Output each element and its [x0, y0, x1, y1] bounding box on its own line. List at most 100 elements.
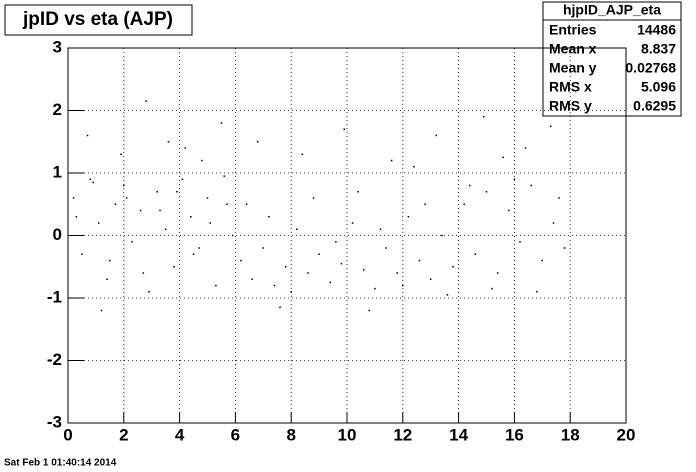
point [100, 309, 103, 312]
y-tick-label: 3 [53, 37, 62, 56]
stats-value: 5.096 [641, 79, 676, 95]
point [335, 241, 337, 243]
x-tick-label: 2 [119, 425, 128, 444]
point [268, 216, 270, 218]
stats-value: 0.02768 [625, 60, 676, 76]
y-tick-label: 1 [53, 162, 62, 181]
point [301, 153, 304, 155]
point [139, 209, 142, 212]
point [81, 253, 83, 255]
plot-frame [67, 47, 627, 424]
point [312, 197, 315, 199]
point [549, 125, 552, 127]
point [125, 197, 128, 199]
point [357, 191, 359, 193]
point [374, 287, 376, 290]
point [142, 272, 145, 274]
point [307, 272, 309, 274]
point [329, 281, 332, 284]
point [231, 234, 234, 237]
point [508, 209, 510, 212]
stats-label: Entries [549, 22, 597, 38]
point [535, 291, 538, 293]
stats-box [542, 1, 682, 117]
point [296, 228, 298, 230]
point [148, 291, 150, 293]
point [181, 178, 184, 180]
point [502, 156, 504, 159]
point [106, 278, 108, 280]
point [245, 203, 248, 205]
point [463, 203, 465, 205]
point [131, 241, 133, 243]
point [482, 116, 485, 118]
point [469, 184, 471, 187]
point [340, 262, 343, 265]
point [368, 309, 371, 312]
point [209, 222, 212, 224]
stats-value: 14486 [637, 22, 676, 38]
y-tick-label: 2 [53, 100, 62, 119]
x-tick-label: 6 [231, 425, 240, 444]
x-tick-label: 10 [338, 425, 357, 444]
point [226, 203, 228, 205]
point [362, 269, 365, 271]
point [123, 184, 125, 187]
point [184, 147, 186, 149]
point [385, 247, 387, 249]
x-tick-label: 8 [286, 425, 295, 444]
point [167, 141, 170, 143]
point [89, 178, 92, 180]
y-tick-label: -2 [47, 350, 62, 369]
point [519, 241, 521, 243]
x-tick-label: 12 [393, 425, 412, 444]
x-tick-label: 0 [63, 425, 72, 444]
point [159, 209, 161, 212]
point [558, 197, 560, 199]
point [206, 197, 209, 199]
point [114, 203, 117, 205]
stats-label: RMS y [549, 98, 592, 114]
point [485, 191, 488, 193]
point [552, 222, 555, 224]
point [156, 191, 159, 193]
point [530, 184, 532, 187]
point [390, 159, 393, 162]
point [198, 247, 200, 249]
stats-value: 0.6295 [633, 98, 676, 114]
point [279, 306, 281, 309]
point [418, 259, 421, 262]
point [109, 259, 111, 262]
point [513, 178, 516, 180]
point [164, 228, 167, 230]
point [429, 278, 432, 280]
stats-label: Mean x [549, 41, 597, 57]
point [273, 284, 276, 287]
point [446, 294, 449, 296]
stats-title: hjpID_AJP_eta [563, 2, 661, 18]
x-tick-label: 16 [505, 425, 524, 444]
point [424, 203, 426, 205]
y-tick-label: -3 [47, 412, 62, 431]
point [491, 287, 493, 290]
footer: Sat Feb 1 01:40:14 2014 [4, 458, 117, 469]
point [496, 272, 499, 274]
point [97, 222, 100, 224]
point [145, 100, 147, 102]
point [351, 222, 354, 224]
point [413, 166, 415, 168]
stats-label: Mean y [549, 60, 597, 76]
y-tick-label: -1 [47, 287, 62, 306]
point [240, 259, 242, 262]
point [402, 284, 404, 287]
point [192, 253, 195, 255]
point [563, 247, 566, 249]
title-box [4, 4, 193, 36]
point [343, 128, 345, 130]
x-tick-label: 18 [561, 425, 580, 444]
x-tick-label: 20 [617, 425, 636, 444]
point [435, 134, 438, 137]
point [284, 266, 287, 268]
stats-value: 8.837 [641, 41, 676, 57]
